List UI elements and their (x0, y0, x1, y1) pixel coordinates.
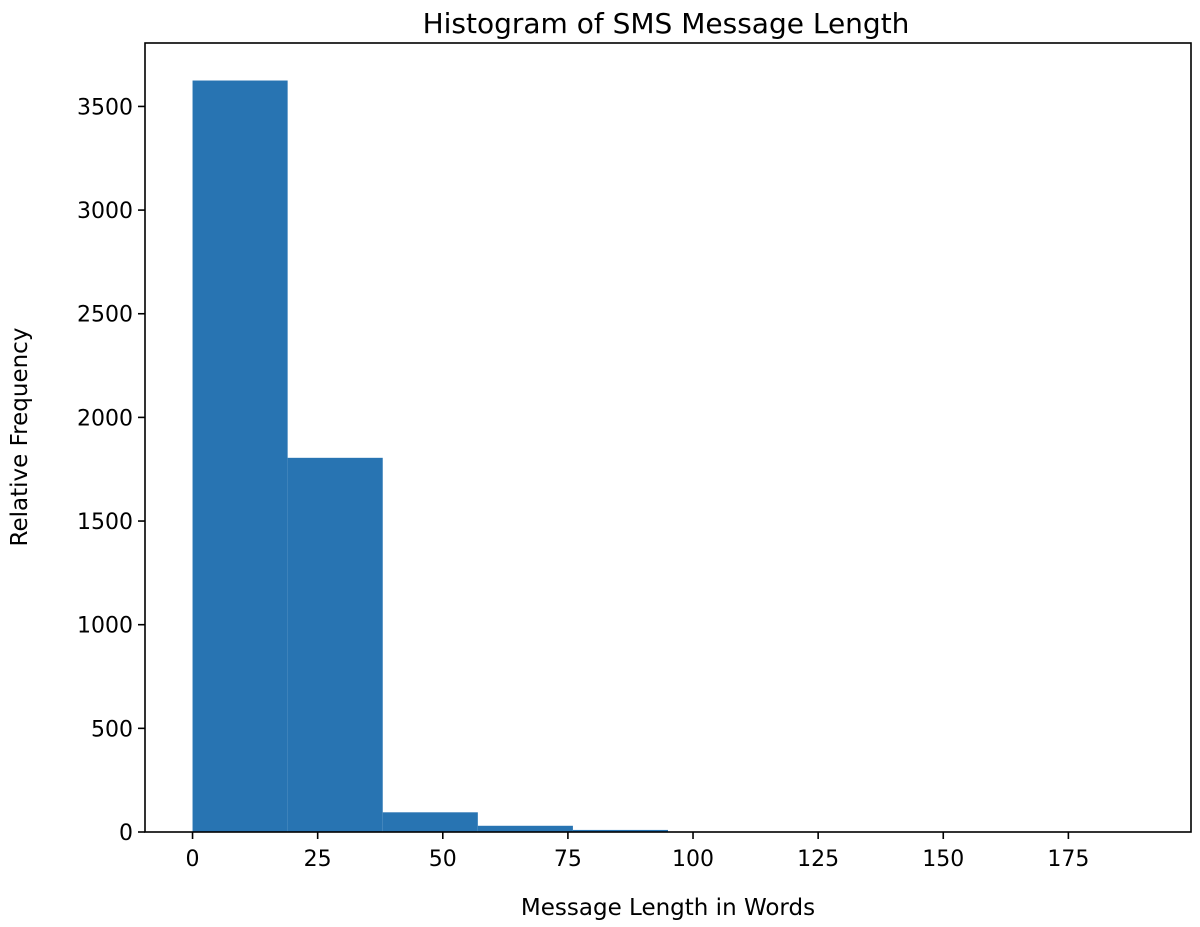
histogram-bar-3 (477, 825, 573, 832)
plot-frame (144, 42, 1192, 833)
y-tick-label: 3500 (77, 95, 133, 120)
chart-title: Histogram of SMS Message Length (423, 7, 910, 40)
x-tick-label: 100 (672, 847, 714, 872)
x-tick-label: 150 (922, 847, 964, 872)
y-axis: 0 500 1000 1500 2000 2500 3000 3500 (77, 95, 145, 846)
histogram-bar-4 (572, 829, 668, 832)
x-tick-label: 50 (429, 847, 457, 872)
x-axis: 0 25 50 75 100 125 150 175 (186, 832, 1089, 872)
bars-group (192, 80, 1144, 832)
y-tick-label: 0 (119, 821, 133, 846)
x-tick-label: 75 (554, 847, 582, 872)
x-tick-label: 25 (304, 847, 332, 872)
x-tick-label: 175 (1047, 847, 1089, 872)
histogram-bar-2 (382, 812, 478, 832)
histogram-bar-0 (192, 80, 288, 832)
x-tick-label: 0 (186, 847, 200, 872)
y-tick-label: 2500 (77, 303, 133, 328)
y-tick-label: 500 (91, 717, 133, 742)
y-axis-title: Relative Frequency (7, 328, 33, 547)
y-tick-label: 2000 (77, 406, 133, 431)
x-axis-title: Message Length in Words (521, 895, 815, 921)
y-tick-label: 3000 (77, 199, 133, 224)
histogram-bar-1 (287, 457, 383, 832)
y-tick-label: 1000 (77, 614, 133, 639)
y-tick-label: 1500 (77, 510, 133, 535)
x-tick-label: 125 (797, 847, 839, 872)
